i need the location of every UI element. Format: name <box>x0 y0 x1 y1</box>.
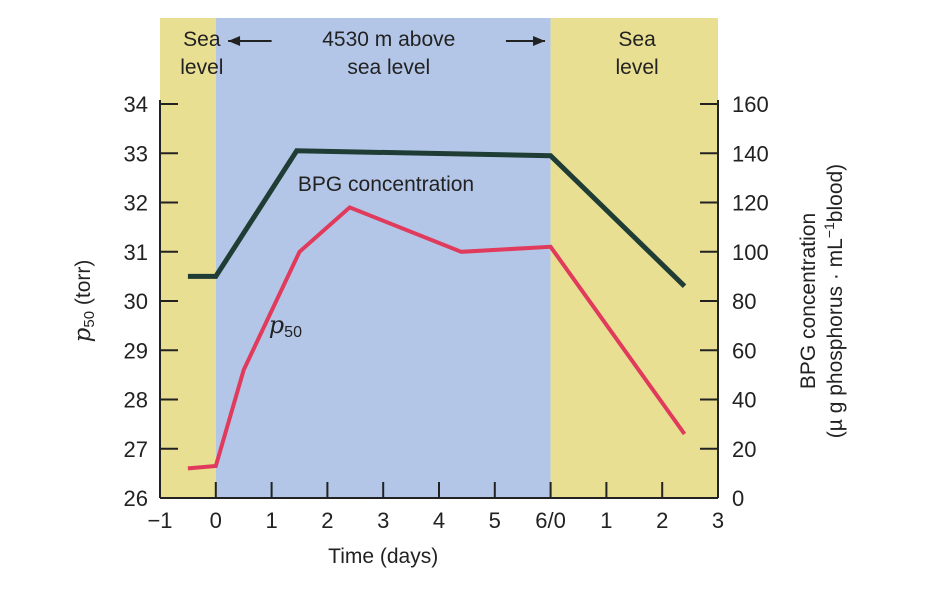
x-tick-label: −1 <box>147 508 172 533</box>
region-label-sea-level-end-line-2: level <box>615 56 658 79</box>
series-line-p50 <box>187 205 687 471</box>
series-layer <box>187 148 687 471</box>
right-axis-title-line-2: (µ g phosphorus · mL−1blood) <box>821 164 847 438</box>
region-altitude <box>215 18 551 498</box>
series-label-bpg: BPG concentration <box>298 173 474 196</box>
altitude-arrows <box>228 36 546 46</box>
series-labels: BPG concentration p50 <box>269 173 474 341</box>
left-arrow-head <box>228 36 241 46</box>
left-tick-label: 33 <box>124 141 148 166</box>
left-tick-label: 30 <box>124 289 148 314</box>
x-tick-label: 4 <box>433 508 445 533</box>
left-axis-title-unit: (torr) <box>72 260 95 311</box>
right-axis-title-superscript: −1 <box>821 222 837 238</box>
region-sea-level-end <box>550 18 718 498</box>
left-axis-title-subscript: 50 <box>81 311 98 328</box>
x-tick-label: 2 <box>321 508 333 533</box>
right-tick-label: 100 <box>732 240 769 265</box>
right-tick-label: 40 <box>732 388 756 413</box>
p50-symbol: p <box>269 311 284 339</box>
region-label-sea-level-start-line-2: level <box>180 56 223 79</box>
region-label-altitude-line-2: sea level <box>347 56 430 79</box>
right-tick-label: 80 <box>732 289 756 314</box>
region-labels: Sea level 4530 m above sea level Sea level <box>180 28 658 79</box>
region-label-sea-level-start-line-1: Sea <box>183 28 221 51</box>
right-tick-label: 160 <box>732 92 769 117</box>
right-tick-label: 120 <box>732 191 769 216</box>
x-tick-label: 3 <box>712 508 724 533</box>
right-tick-label: 0 <box>732 486 744 511</box>
left-tick-label: 34 <box>124 92 148 117</box>
right-axis-title-line-1: BPG concentration <box>797 213 820 389</box>
x-tick-label: 6/0 <box>535 508 566 533</box>
left-tick-label: 26 <box>124 486 148 511</box>
x-tick-label: 0 <box>210 508 222 533</box>
axes: 262728293031323334020406080100120140160−… <box>124 92 769 533</box>
left-tick-label: 32 <box>124 191 148 216</box>
left-tick-label: 28 <box>124 388 148 413</box>
series-line-bpg <box>187 148 687 288</box>
p50-subscript: 50 <box>284 324 302 341</box>
right-tick-label: 20 <box>732 437 756 462</box>
axis-titles: Time (days)p50 (torr) BPG concentration (µ… <box>70 164 847 568</box>
left-axis-title-symbol: p <box>70 327 96 342</box>
region-label-sea-level-end-line-1: Sea <box>618 28 656 51</box>
left-tick-label: 29 <box>124 338 148 363</box>
left-tick-label: 31 <box>124 240 148 265</box>
right-axis-title-part-b: blood) <box>824 164 847 222</box>
series-label-p50: p50 <box>269 311 302 341</box>
left-axis-title: p50 (torr) <box>70 260 98 343</box>
region-sea-level-start <box>160 18 216 498</box>
right-axis-title-part-a: (µ g phosphorus · mL <box>824 238 847 438</box>
region-layer <box>160 18 718 498</box>
x-tick-label: 1 <box>265 508 277 533</box>
right-arrow-head <box>533 36 546 46</box>
x-tick-label: 5 <box>489 508 501 533</box>
x-tick-label: 3 <box>377 508 389 533</box>
right-tick-label: 140 <box>732 141 769 166</box>
region-label-altitude-line-1: 4530 m above <box>322 28 455 51</box>
left-tick-label: 27 <box>124 437 148 462</box>
x-tick-label: 2 <box>656 508 668 533</box>
right-tick-label: 60 <box>732 338 756 363</box>
x-tick-label: 1 <box>600 508 612 533</box>
x-axis-title: Time (days) <box>328 545 438 568</box>
